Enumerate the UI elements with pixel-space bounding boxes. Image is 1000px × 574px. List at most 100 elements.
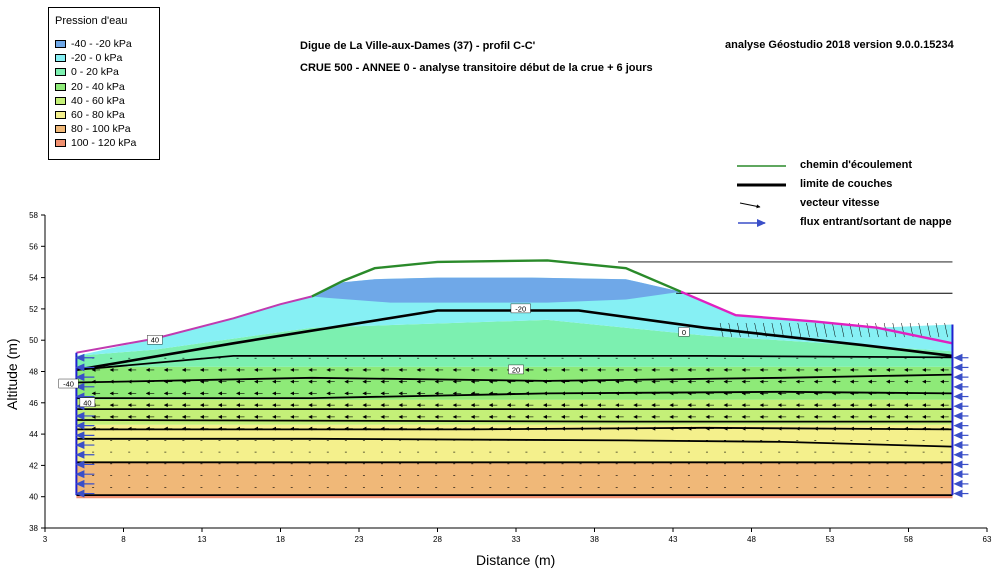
key-water-flux-label: flux entrant/sortant de nappe (800, 216, 952, 228)
legend-item: -20 - 0 kPa (55, 52, 122, 64)
velocity-vector (814, 322, 819, 338)
y-axis-title: Altitude (m) (4, 338, 20, 410)
layer-boundary (76, 437, 953, 448)
pressure-zone (311, 277, 681, 303)
x-tick-label: 63 (983, 535, 992, 544)
key-flow-path-label: chemin d'écoulement (800, 159, 913, 171)
velocity-vector (935, 322, 940, 338)
pressure-zone (76, 462, 953, 496)
legend-swatch (55, 111, 66, 119)
x-tick-label: 38 (590, 535, 599, 544)
layer-boundary (76, 419, 953, 423)
flow-path (311, 259, 682, 298)
velocity-vector (788, 322, 793, 338)
x-tick-label: 23 (355, 535, 364, 544)
y-tick-label: 56 (29, 242, 38, 251)
layer-boundary (76, 373, 953, 384)
pressure-zone (76, 424, 953, 463)
velocity-vectors (91, 322, 949, 488)
legend-swatch (55, 54, 66, 63)
legend-swatch (55, 82, 66, 91)
legend-item: 40 - 60 kPa (55, 95, 125, 107)
pressure-zone (76, 399, 953, 425)
velocity-vector (823, 322, 827, 338)
velocity-vector (728, 322, 732, 338)
contour-label-box (58, 378, 79, 389)
legend-label: -40 - -20 kPa (71, 38, 132, 50)
legend-swatch (55, 68, 66, 77)
legend-label: -20 - 0 kPa (71, 52, 123, 65)
y-tick-label: 52 (29, 305, 38, 314)
legend-swatch (55, 96, 66, 105)
x-tick-label: 58 (904, 535, 913, 544)
contour-label-box (510, 303, 531, 314)
legend-label: 60 - 80 kPa (71, 109, 125, 121)
legend-label: 80 - 100 kPa (71, 123, 131, 136)
y-tick-label: 50 (29, 336, 38, 345)
legend-label: 0 - 20 kPa (71, 66, 119, 79)
y-tick-label: 38 (29, 524, 38, 533)
contour-label: 40 (83, 398, 91, 407)
x-axis-title: Distance (m) (476, 552, 556, 568)
pressure-zones (76, 277, 953, 499)
pressure-legend: Pression d'eau -40 - -20 kPa -20 - 0 kPa 0… (48, 7, 160, 160)
contour-label: 40 (151, 336, 159, 345)
velocity-vector (944, 322, 948, 338)
y-tick-label: 46 (29, 399, 38, 408)
pressure-zone (76, 277, 953, 356)
velocity-vector (771, 322, 776, 338)
y-tick-label: 54 (29, 274, 38, 283)
velocity-vector (875, 322, 879, 338)
y-tick-label: 58 (29, 211, 38, 220)
legend-label: 100 - 120 kPa (71, 137, 137, 150)
velocity-vector (797, 322, 802, 338)
contour-label-box (678, 327, 690, 337)
contour-labels: -20 0 -40 20 40 40 (58, 303, 690, 407)
landside-slope (76, 295, 313, 354)
legend-swatch (55, 139, 66, 148)
contour-label: 0 (682, 328, 686, 337)
contour-label-box (508, 364, 524, 375)
key-velocity-vector-arrow (739, 202, 761, 209)
layer-boundary (76, 354, 953, 371)
x-tick-label: 48 (747, 535, 756, 544)
velocity-vector (719, 322, 724, 338)
legend-item: 60 - 80 kPa (55, 109, 125, 121)
x-tick-label: 53 (826, 535, 835, 544)
legend-title: Pression d'eau (55, 15, 128, 27)
velocity-vector (918, 322, 922, 338)
velocity-vector (763, 322, 767, 338)
software-version: analyse Géostudio 2018 version 9.0.0.152… (725, 39, 954, 51)
y-tick-label: 44 (29, 430, 38, 439)
velocity-vector (832, 322, 836, 338)
plot-subtitle: CRUE 500 - ANNEE 0 - analyse transitoire… (300, 62, 653, 74)
plot-title: Digue de La Ville-aux-Dames (37) - profi… (300, 40, 536, 52)
velocity-vector (927, 322, 931, 338)
legend-item: 80 - 100 kPa (55, 123, 131, 135)
velocity-vector (866, 322, 871, 338)
y-tick-label: 42 (29, 461, 38, 470)
x-tick-label: 18 (276, 535, 285, 544)
x-tick-label: 43 (669, 535, 678, 544)
layer-boundary (76, 309, 953, 372)
legend-swatch (55, 40, 66, 48)
legend-item: 100 - 120 kPa (55, 137, 136, 149)
contour-label-box (79, 397, 96, 407)
velocity-vector (737, 322, 741, 338)
riverside-slope (680, 290, 953, 345)
contour-label: -40 (63, 380, 74, 389)
plot-axes: 3 8 13 18 23 28 33 38 43 48 53 58 633840424446485052… (29, 211, 992, 544)
contour-label-box (147, 335, 163, 345)
key-velocity-vector-label: vecteur vitesse (800, 197, 880, 209)
x-tick-label: 13 (198, 535, 207, 544)
water-levels (618, 261, 953, 294)
key-symbols (737, 165, 786, 227)
legend-item: 20 - 40 kPa (55, 81, 125, 93)
legend-swatch (55, 125, 66, 134)
velocity-vector (892, 322, 897, 338)
y-tick-label: 48 (29, 368, 38, 377)
x-tick-label: 3 (43, 535, 48, 544)
legend-item: -40 - -20 kPa (55, 38, 132, 50)
legend-label: 40 - 60 kPa (71, 94, 125, 107)
